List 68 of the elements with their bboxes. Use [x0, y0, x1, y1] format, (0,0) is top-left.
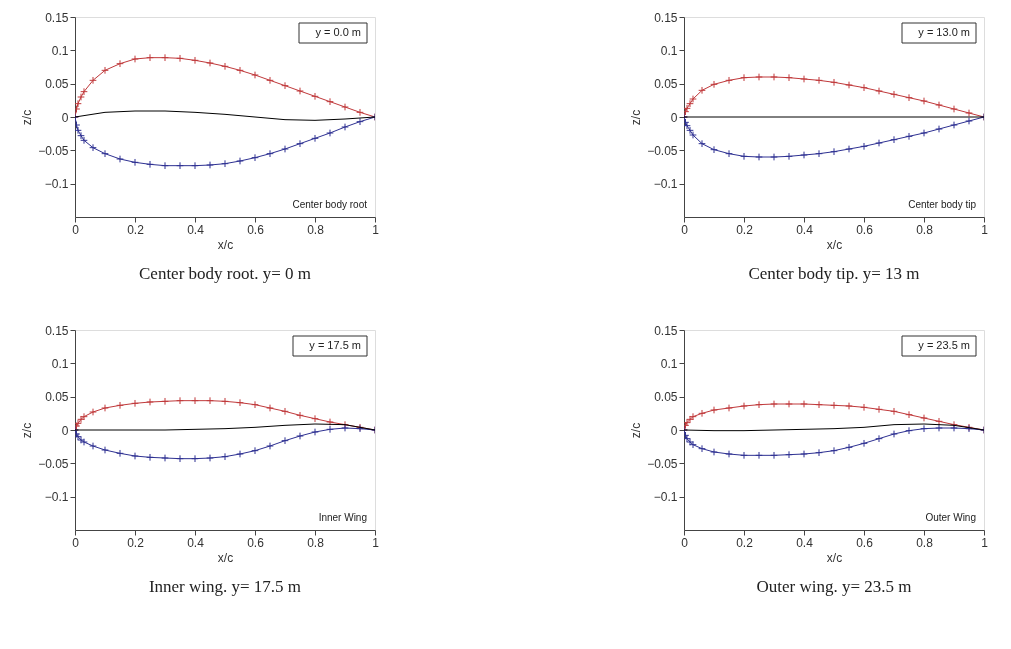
x-tick-label: 0 [72, 535, 80, 550]
x-axis-title: x/c [217, 237, 234, 252]
x-tick-label: 0.6 [856, 222, 874, 237]
y-tick-label: −0.1 [44, 177, 69, 192]
x-tick-label: 0.2 [127, 222, 145, 237]
y-tick-label: 0.15 [45, 323, 69, 338]
x-tick-label: 1 [981, 535, 989, 550]
x-tick-label: 1 [981, 222, 989, 237]
y-tick-label: 0.05 [654, 390, 678, 405]
x-tick-label: 0 [72, 222, 80, 237]
x-tick-label: 0.4 [187, 535, 205, 550]
x-tick-label: 0.2 [736, 535, 754, 550]
x-tick-label: 1 [372, 222, 380, 237]
y-tick-label: 0.05 [654, 77, 678, 92]
x-tick-label: 0.4 [187, 222, 205, 237]
x-tick-label: 0.6 [247, 535, 265, 550]
text: Center body tip. y= 13 m [748, 264, 920, 283]
y-tick-label: −0.05 [38, 143, 69, 158]
y-tick-label: −0.1 [653, 177, 678, 192]
y-tick-label: 0 [670, 423, 678, 438]
y-tick-label: 0.15 [654, 10, 678, 25]
x-axis-title: x/c [826, 550, 843, 565]
annotation: y = 17.5 m [309, 339, 361, 351]
y-tick-label: 0.1 [660, 43, 678, 58]
x-tick-label: 0 [681, 222, 689, 237]
y-tick-label: 0 [61, 110, 69, 125]
y-tick-label: 0.05 [45, 390, 69, 405]
annotation: y = 0.0 m [315, 26, 361, 38]
text: Outer wing. y= 23.5 m [756, 577, 912, 596]
x-tick-label: 0 [681, 535, 689, 550]
y-tick-label: 0.1 [51, 356, 69, 371]
y-tick-label: 0 [670, 110, 678, 125]
x-tick-label: 0.4 [796, 535, 814, 550]
x-tick-label: 0.8 [307, 535, 325, 550]
y-axis-title: z/c [629, 422, 644, 439]
y-tick-label: 0 [61, 423, 69, 438]
y-tick-label: −0.05 [647, 456, 678, 471]
annotation: y = 23.5 m [918, 339, 970, 351]
text: Inner wing. y= 17.5 m [148, 577, 302, 596]
x-axis-title: x/c [217, 550, 234, 565]
y-tick-label: 0.15 [654, 323, 678, 338]
x-tick-label: 0.8 [916, 222, 934, 237]
x-tick-label: 0.8 [916, 535, 934, 550]
y-axis-title: z/c [629, 109, 644, 126]
annotation: y = 13.0 m [918, 26, 970, 38]
x-tick-label: 0.8 [307, 222, 325, 237]
y-tick-label: −0.05 [647, 143, 678, 158]
x-tick-label: 0.4 [796, 222, 814, 237]
x-tick-label: 0.2 [736, 222, 754, 237]
x-tick-label: 0.6 [856, 535, 874, 550]
annotation: Inner Wing [318, 512, 367, 523]
x-axis-title: x/c [826, 237, 843, 252]
annotation: Center body tip [908, 199, 977, 210]
text: Center body root. y= 0 m [138, 264, 312, 283]
y-tick-label: −0.05 [38, 456, 69, 471]
y-tick-label: 0.1 [51, 43, 69, 58]
y-tick-label: 0.15 [45, 10, 69, 25]
y-tick-label: −0.1 [44, 490, 69, 505]
x-tick-label: 1 [372, 535, 380, 550]
x-tick-label: 0.2 [127, 535, 145, 550]
annotation: Center body root [292, 199, 368, 210]
y-tick-label: −0.1 [653, 490, 678, 505]
y-axis-title: z/c [20, 109, 35, 126]
y-tick-label: 0.05 [45, 77, 69, 92]
x-tick-label: 0.6 [247, 222, 265, 237]
y-axis-title: z/c [20, 422, 35, 439]
annotation: Outer Wing [925, 512, 976, 523]
y-tick-label: 0.1 [660, 356, 678, 371]
